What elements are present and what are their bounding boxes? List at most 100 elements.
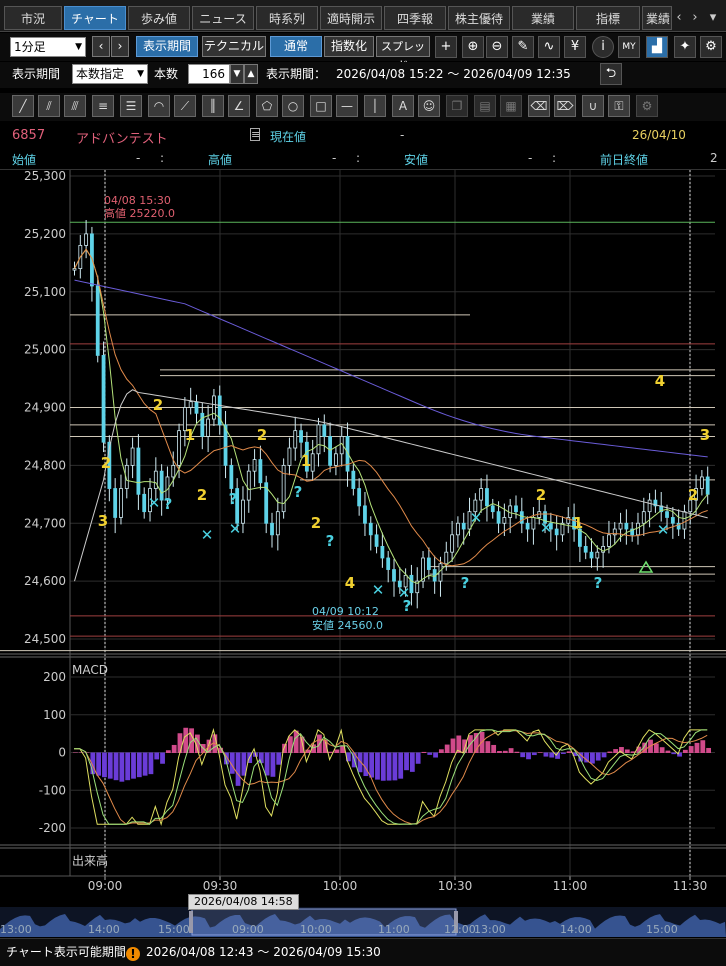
navigator-area[interactable]: 13:00 14:00 15:00 09:00 10:00 11:00 12:0013:00… xyxy=(0,907,726,937)
candle-body xyxy=(653,499,658,507)
candle-body xyxy=(641,511,646,524)
count-down-icon[interactable]: ▼ xyxy=(230,64,244,84)
paste-icon[interactable]: ▤ xyxy=(474,95,496,117)
candle-body xyxy=(548,522,553,530)
crosshair-icon[interactable]: + xyxy=(435,36,457,58)
settings-icon[interactable]: ⚙ xyxy=(700,36,722,58)
vertical-line-icon[interactable]: │ xyxy=(364,95,386,117)
trendline-icon[interactable]: ╱ xyxy=(12,95,34,117)
fan-icon[interactable]: ⟋ xyxy=(174,95,196,117)
pentagon-icon[interactable]: ⬠ xyxy=(256,95,278,117)
tab-shikiho[interactable]: 四季報 xyxy=(384,6,446,30)
horizontal-lines-icon[interactable]: ≡ xyxy=(92,95,114,117)
tab-market[interactable]: 市況 xyxy=(4,6,62,30)
interval-select[interactable]: 1分足 ▼ xyxy=(10,37,86,57)
tab-menu-icon[interactable]: ▾ xyxy=(709,10,717,25)
count-input[interactable]: 166 xyxy=(188,64,230,84)
select-icon[interactable]: ▦ xyxy=(500,95,522,117)
high-annotation-text: 高値 25220.0 xyxy=(104,207,175,220)
tab-scroll-left-icon[interactable]: ‹ xyxy=(676,10,682,25)
macd-histogram-bar xyxy=(369,752,375,778)
chart-area[interactable]: 3 2 2 1 2 2 1 2 4 2 1 4 3 2 ✕ ✕ ✕ ✕ ✕ ✕ ✕ ✕??????? 25,300 25,2… xyxy=(0,169,726,906)
candle-body xyxy=(473,499,478,513)
macd-histogram-bar xyxy=(566,751,572,753)
eraser-all-icon[interactable]: ⌦ xyxy=(554,95,576,117)
copy-icon[interactable]: ❐ xyxy=(446,95,468,117)
candle-body xyxy=(502,517,507,524)
period-mode-select[interactable]: 本数指定 ▼ xyxy=(72,64,148,84)
macd-tick-label: 0 xyxy=(58,746,66,760)
eraser-icon[interactable]: ⌫ xyxy=(528,95,550,117)
tab-indicators[interactable]: 指標 xyxy=(576,6,640,30)
candle-body xyxy=(334,453,338,466)
line-icon[interactable]: — xyxy=(336,95,358,117)
macd-histogram-bar xyxy=(224,752,229,765)
tab-benefits[interactable]: 株主優待 xyxy=(448,6,510,30)
period-button[interactable]: 表示期間 xyxy=(136,36,198,57)
tab-disclosure[interactable]: 適時開示 xyxy=(320,6,382,30)
info-icon[interactable]: i xyxy=(592,36,614,58)
tab-news[interactable]: ニュース xyxy=(192,6,254,30)
candle-body xyxy=(583,545,588,553)
channel-icon[interactable]: ⫽ xyxy=(38,95,60,117)
mode-index-button[interactable]: 指数化 xyxy=(324,36,374,57)
vertical-lines-icon[interactable]: ║ xyxy=(202,95,224,117)
candle-body xyxy=(485,488,489,507)
fibonacci-icon[interactable]: ☰ xyxy=(120,95,142,117)
signal-number: 3 xyxy=(98,512,108,530)
macd-histogram-bar xyxy=(125,752,131,781)
tab-earnings-2[interactable]: 業績 xyxy=(642,6,672,30)
circle-icon[interactable]: ○ xyxy=(282,95,304,117)
fib-arc-icon[interactable]: ◠ xyxy=(148,95,170,117)
angle-icon[interactable]: ∠ xyxy=(228,95,250,117)
candle-body xyxy=(415,580,420,594)
mode-spread-button[interactable]: スプレッド xyxy=(376,36,430,72)
my-chart-icon[interactable]: MY xyxy=(618,36,640,58)
next-button[interactable]: › xyxy=(111,36,129,57)
candle-body xyxy=(519,511,524,524)
tab-ticks[interactable]: 歩み値 xyxy=(128,6,190,30)
return-icon[interactable]: ⮌ xyxy=(600,63,622,85)
yen-icon[interactable]: ¥ xyxy=(564,36,586,58)
signal-number: 2 xyxy=(101,454,111,472)
rectangle-icon[interactable]: □ xyxy=(310,95,332,117)
area-chart-icon[interactable]: ▟ xyxy=(646,36,668,58)
lock-icon[interactable]: ⚿ xyxy=(608,95,630,117)
magnet-icon[interactable]: ∪ xyxy=(582,95,604,117)
high-annotation-time: 04/08 15:30 xyxy=(104,194,171,207)
navigator-handle-left xyxy=(189,911,193,933)
wrench-icon[interactable]: ✦ xyxy=(674,36,696,58)
signal-question: ? xyxy=(594,574,603,592)
text-icon[interactable]: A xyxy=(392,95,414,117)
tab-chart[interactable]: チャート xyxy=(64,6,126,30)
prev-button[interactable]: ‹ xyxy=(92,36,110,57)
signal-number: 1 xyxy=(301,452,311,470)
wave-icon[interactable]: ∿ xyxy=(538,36,560,58)
tab-timeseries[interactable]: 時系列 xyxy=(256,6,318,30)
technical-button[interactable]: テクニカル xyxy=(202,36,266,57)
tab-scroll-right-icon[interactable]: › xyxy=(692,10,698,25)
macd-tick-label: 100 xyxy=(43,708,66,722)
gear-icon[interactable]: ⚙ xyxy=(636,95,658,117)
zoom-in-icon[interactable]: ⊕ xyxy=(462,36,484,58)
macd-histogram-bar xyxy=(322,739,328,753)
time-navigator[interactable]: 13:00 14:00 15:00 09:00 10:00 11:00 12:00 13:00… xyxy=(0,894,726,937)
macd-histogram-bar xyxy=(688,746,694,753)
low-label: 安値 xyxy=(404,153,429,167)
candle-body xyxy=(322,424,327,437)
macd-histogram-bar xyxy=(624,749,630,753)
candle-body xyxy=(124,464,129,489)
tab-earnings[interactable]: 業績 xyxy=(512,6,574,30)
zoom-out-icon[interactable]: ⊖ xyxy=(486,36,508,58)
pen-icon[interactable]: ✎ xyxy=(512,36,534,58)
price-chart[interactable]: 3 2 2 1 2 2 1 2 4 2 1 4 3 2 ✕ ✕ ✕ ✕ ✕ ✕ ✕ ✕??????? 25,300 25,2… xyxy=(0,169,726,906)
count-up-icon[interactable]: ▲ xyxy=(244,64,258,84)
mode-normal-button[interactable]: 通常 xyxy=(270,36,322,57)
macd-histogram-bar xyxy=(293,730,299,753)
candle-body xyxy=(153,470,158,489)
high-annotation: 04/08 15:30 高値 25220.0 xyxy=(104,194,175,220)
parallel-lines-icon[interactable]: ⫻ xyxy=(64,95,86,117)
navigator-tooltip: 2026/04/08 14:58 xyxy=(188,894,299,910)
stamp-icon[interactable]: ☺ xyxy=(418,95,440,117)
document-icon[interactable]: ≡ xyxy=(250,128,261,141)
